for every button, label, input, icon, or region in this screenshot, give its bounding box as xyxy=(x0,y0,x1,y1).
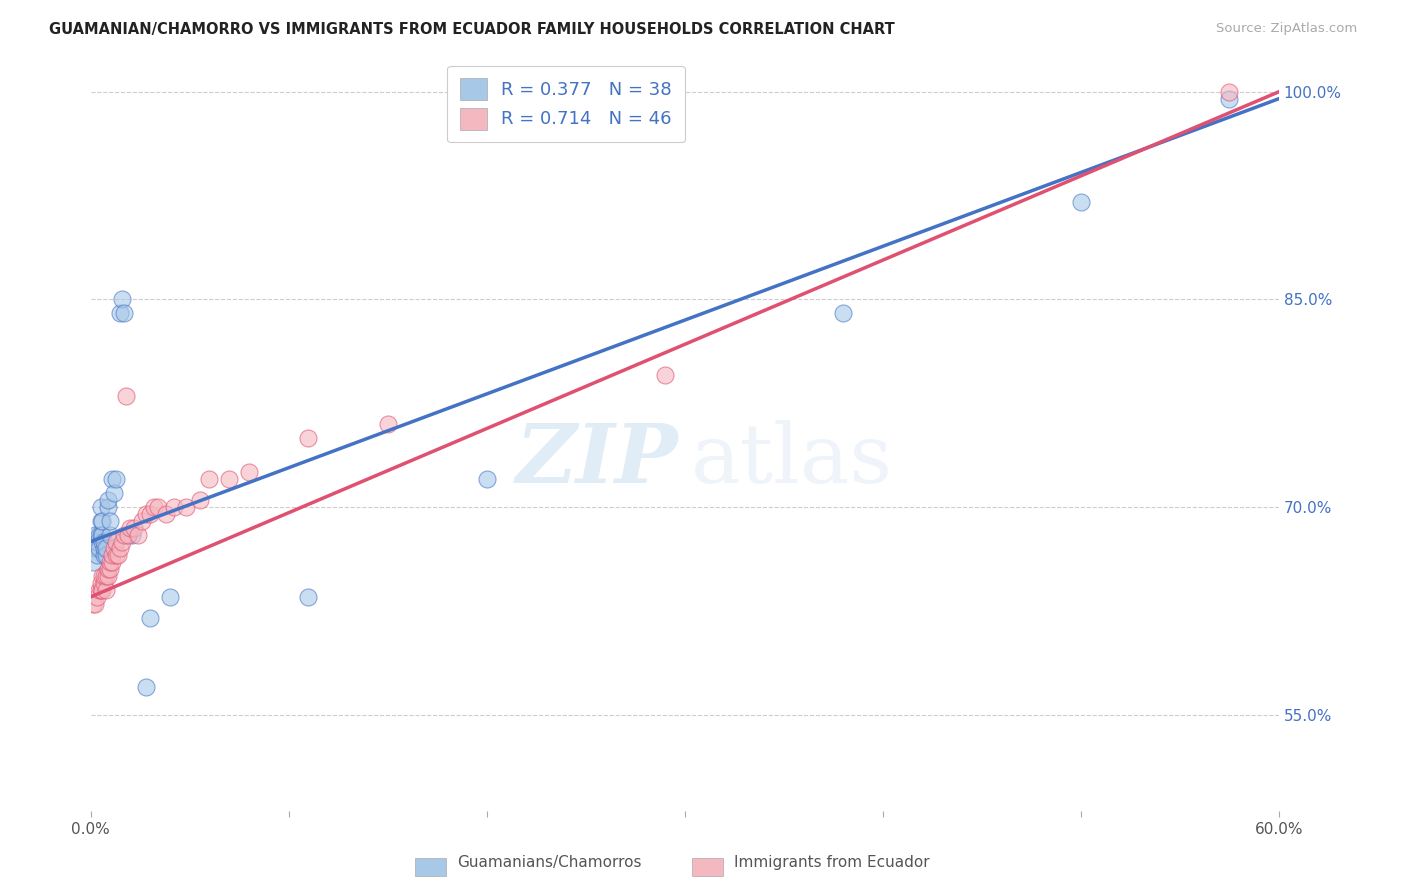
Point xyxy=(111,534,134,549)
Legend: R = 0.377   N = 38, R = 0.714   N = 46: R = 0.377 N = 38, R = 0.714 N = 46 xyxy=(447,66,685,142)
Point xyxy=(89,500,111,514)
Point xyxy=(107,549,129,563)
Point xyxy=(100,514,122,528)
Point xyxy=(83,527,105,541)
Point xyxy=(238,466,260,480)
Point xyxy=(97,500,120,514)
Point xyxy=(89,527,111,541)
Point xyxy=(127,527,149,541)
Point xyxy=(135,680,157,694)
Point xyxy=(103,486,125,500)
Point xyxy=(87,582,110,597)
Point xyxy=(96,569,118,583)
Point xyxy=(91,534,114,549)
Point xyxy=(103,541,125,556)
Text: Immigrants from Ecuador: Immigrants from Ecuador xyxy=(734,855,929,870)
Point xyxy=(87,527,110,541)
Point xyxy=(112,527,135,541)
Point xyxy=(91,582,114,597)
Point xyxy=(91,527,114,541)
Point xyxy=(89,514,111,528)
Point xyxy=(83,597,105,611)
Point xyxy=(174,500,197,514)
Point xyxy=(121,527,143,541)
Point xyxy=(297,431,319,445)
Point xyxy=(101,549,124,563)
Text: atlas: atlas xyxy=(690,420,893,500)
Text: GUAMANIAN/CHAMORRO VS IMMIGRANTS FROM ECUADOR FAMILY HOUSEHOLDS CORRELATION CHAR: GUAMANIAN/CHAMORRO VS IMMIGRANTS FROM EC… xyxy=(49,22,896,37)
Point xyxy=(143,500,166,514)
Point xyxy=(93,549,115,563)
Point xyxy=(96,549,118,563)
Point xyxy=(97,562,120,576)
Point xyxy=(105,549,128,563)
Point xyxy=(115,389,138,403)
Point xyxy=(1070,195,1092,210)
Point xyxy=(139,610,162,624)
Point xyxy=(1218,85,1240,99)
Point xyxy=(93,569,115,583)
Point xyxy=(110,306,132,320)
Point xyxy=(1218,92,1240,106)
Point xyxy=(832,306,855,320)
Point xyxy=(97,493,120,508)
Point xyxy=(82,597,104,611)
Point xyxy=(139,507,162,521)
Point xyxy=(101,472,124,486)
Point xyxy=(159,590,181,604)
Point xyxy=(97,569,120,583)
Point xyxy=(86,590,108,604)
Point xyxy=(89,576,111,591)
Point xyxy=(82,555,104,569)
Point xyxy=(87,541,110,556)
Point xyxy=(89,582,111,597)
Point xyxy=(135,507,157,521)
Point xyxy=(117,527,139,541)
Point xyxy=(86,534,108,549)
Point xyxy=(96,582,118,597)
Point xyxy=(163,500,186,514)
Point xyxy=(93,576,115,591)
Point xyxy=(100,527,122,541)
Point xyxy=(91,569,114,583)
Point xyxy=(83,541,105,556)
Point xyxy=(112,306,135,320)
Point xyxy=(111,293,134,307)
Point xyxy=(155,507,177,521)
Point xyxy=(131,514,153,528)
Point xyxy=(218,472,240,486)
Point xyxy=(198,472,221,486)
Point xyxy=(377,417,399,431)
Text: Guamanians/Chamorros: Guamanians/Chamorros xyxy=(457,855,641,870)
Point xyxy=(91,514,114,528)
Point xyxy=(96,541,118,556)
Point xyxy=(120,521,142,535)
Point xyxy=(117,527,139,541)
Point xyxy=(93,534,115,549)
Point xyxy=(105,472,128,486)
Point xyxy=(110,541,132,556)
Point xyxy=(100,555,122,569)
Point xyxy=(188,493,211,508)
Text: Source: ZipAtlas.com: Source: ZipAtlas.com xyxy=(1216,22,1357,36)
Point xyxy=(654,368,676,383)
Point xyxy=(105,534,128,549)
Point xyxy=(146,500,169,514)
Point xyxy=(101,555,124,569)
Point xyxy=(122,521,145,535)
Point xyxy=(297,590,319,604)
Point xyxy=(93,541,115,556)
Point xyxy=(100,562,122,576)
Point xyxy=(475,472,498,486)
Point xyxy=(86,549,108,563)
Text: ZIP: ZIP xyxy=(516,420,679,500)
